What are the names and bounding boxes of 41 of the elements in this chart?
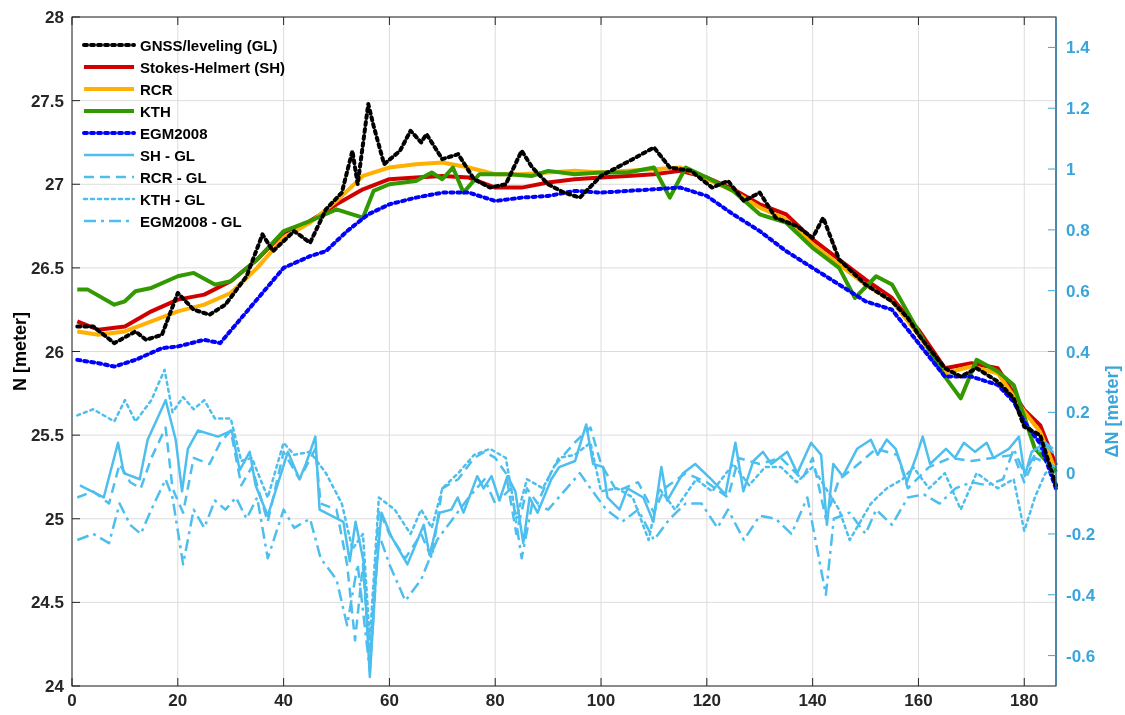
y2-tick-label: 0.8: [1066, 220, 1090, 240]
y2-tick-label: 1: [1066, 160, 1076, 180]
x-tick-label: 60: [379, 691, 399, 710]
x-tick-label: 80: [485, 691, 505, 710]
legend-label: KTH - GL: [140, 191, 205, 208]
legend-label: GNSS/leveling (GL): [140, 37, 278, 54]
y2-tick-label: 1.4: [1066, 38, 1091, 58]
legend-label: EGM2008: [140, 125, 208, 142]
x-tick-label: 160: [904, 691, 933, 710]
legend-label: RCR: [140, 81, 173, 98]
y-tick-label: 25.5: [30, 426, 64, 446]
x-tick-label: 120: [692, 691, 722, 710]
y-axis-title: N [meter]: [10, 311, 30, 392]
y-tick-label: 27: [45, 175, 64, 195]
x-tick-label: 0: [67, 691, 77, 710]
y2-tick-label: 0.6: [1066, 281, 1090, 301]
y-tick-label: 24.5: [30, 593, 64, 613]
y2-axis-title: ΔN [meter]: [1102, 365, 1122, 458]
y2-tick-label: 0.2: [1066, 403, 1090, 423]
y-tick-label: 25: [45, 509, 64, 529]
x-tick-label: 180: [1010, 691, 1039, 710]
legend-label: SH - GL: [140, 147, 195, 164]
y-tick-label: 24: [45, 677, 65, 696]
x-tick-label: 40: [274, 691, 294, 710]
y-tick-label: 26: [45, 342, 64, 362]
x-tick-label: 140: [798, 691, 827, 710]
y2-tick-label: 0: [1066, 464, 1076, 484]
y-tick-label: 28: [45, 8, 64, 27]
legend-label: RCR - GL: [140, 169, 207, 186]
y2-tick-label: 0.4: [1066, 342, 1091, 362]
y2-tick-label: -0.2: [1066, 524, 1096, 544]
x-tick-label: 100: [586, 691, 616, 710]
legend-label: KTH: [140, 103, 171, 120]
y-tick-label: 27.5: [30, 91, 64, 111]
y2-tick-label: -0.6: [1066, 646, 1096, 666]
legend-label: Stokes-Helmert (SH): [140, 59, 286, 76]
y2-tick-label: 1.2: [1066, 99, 1090, 119]
y2-tick-label: -0.4: [1066, 585, 1096, 605]
x-tick-label: 20: [168, 691, 188, 710]
y-tick-label: 26.5: [30, 258, 64, 278]
legend-label: EGM2008 - GL: [140, 213, 242, 230]
